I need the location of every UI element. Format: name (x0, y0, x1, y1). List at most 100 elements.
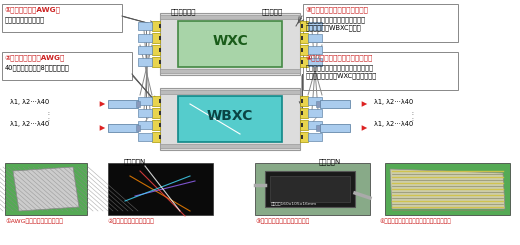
Bar (136, 125, 140, 131)
Bar (152, 21, 160, 31)
Bar (301, 60, 303, 64)
Text: 以外の波長はWBXCへ戻す: 以外の波長はWBXCへ戻す (306, 24, 361, 31)
Bar (301, 111, 303, 115)
Bar (320, 100, 350, 108)
Text: λ1, λ2⋯λ40: λ1, λ2⋯λ40 (374, 99, 413, 105)
Bar (2, 4, 122, 32)
Text: 処理する波長群はWXCへ振り分ける: 処理する波長群はWXCへ振り分ける (306, 72, 377, 79)
Bar (160, 13, 300, 75)
Bar (108, 163, 213, 215)
Bar (159, 60, 161, 64)
Text: 40波長の多重光を8波５群に分離: 40波長の多重光を8波５群に分離 (5, 64, 70, 71)
Bar (138, 97, 152, 105)
Bar (255, 163, 370, 215)
Bar (300, 120, 308, 130)
Text: 方路数：N: 方路数：N (124, 158, 146, 165)
Text: ①AWG波長分波器（チップ）: ①AWG波長分波器（チップ） (5, 218, 63, 224)
Bar (138, 22, 152, 30)
Bar (265, 171, 355, 207)
Text: 波長群の多重光を分離: 波長群の多重光を分離 (5, 16, 45, 23)
Bar (159, 48, 161, 52)
Bar (303, 52, 458, 90)
Bar (308, 46, 322, 54)
Bar (108, 124, 138, 132)
Text: :
:: : : (411, 111, 413, 122)
Text: :
:: : : (47, 111, 49, 122)
Bar (152, 33, 160, 43)
Bar (138, 58, 152, 66)
Bar (108, 100, 138, 108)
Text: ③波長クロスコネクトスイッチ: ③波長クロスコネクトスイッチ (255, 218, 309, 224)
Bar (136, 101, 140, 107)
Text: ルーターより: ルーターより (170, 8, 196, 15)
Text: ④波長群クロスコネクトスイッチ（チップ）: ④波長群クロスコネクトスイッチ（チップ） (380, 218, 452, 224)
Bar (308, 58, 322, 66)
Bar (308, 121, 322, 129)
Bar (308, 22, 322, 30)
Bar (301, 99, 303, 103)
Bar (300, 57, 308, 67)
Bar (301, 36, 303, 40)
Bar (300, 108, 308, 118)
Text: ルータへ送る波長を選択し、それ: ルータへ送る波長を選択し、それ (306, 16, 366, 23)
Bar (385, 163, 510, 215)
Bar (308, 34, 322, 42)
Bar (152, 132, 160, 142)
Polygon shape (390, 169, 505, 209)
Bar (160, 88, 300, 150)
Text: WBXC: WBXC (207, 109, 253, 123)
Bar (301, 123, 303, 127)
Bar (138, 34, 152, 42)
Bar (301, 48, 303, 52)
Text: WXC: WXC (212, 34, 248, 48)
Bar (178, 96, 282, 142)
Bar (308, 97, 322, 105)
Bar (300, 33, 308, 43)
Bar (159, 24, 161, 28)
Bar (159, 123, 161, 127)
Text: ルーターへ: ルーターへ (262, 8, 283, 15)
Bar (2, 52, 132, 80)
Bar (159, 36, 161, 40)
Text: サイズ：160x105x16mm: サイズ：160x105x16mm (271, 201, 317, 205)
Bar (316, 125, 320, 131)
Bar (308, 109, 322, 117)
Bar (300, 45, 308, 55)
Bar (138, 109, 152, 117)
Bar (320, 124, 350, 132)
Bar (160, 144, 300, 148)
Bar (138, 133, 152, 141)
Bar (160, 90, 300, 94)
Bar (303, 4, 458, 42)
Bar (300, 96, 308, 106)
Bar (138, 46, 152, 54)
Bar (316, 101, 320, 107)
Bar (308, 133, 322, 141)
Text: ③波長クロスコネクトスイッチ: ③波長クロスコネクトスイッチ (306, 6, 369, 12)
Bar (300, 132, 308, 142)
Text: ①波長分波器（AWG）: ①波長分波器（AWG） (5, 6, 61, 12)
Text: ④波長群クロスコネクトスイッチ: ④波長群クロスコネクトスイッチ (306, 54, 373, 61)
Polygon shape (13, 167, 79, 211)
Text: ②波長群分波器（AWG）: ②波長群分波器（AWG） (5, 54, 66, 61)
Bar (160, 15, 300, 19)
Text: ノードを通過する波長群はスルーし、: ノードを通過する波長群はスルーし、 (306, 64, 374, 71)
Bar (301, 24, 303, 28)
Bar (159, 99, 161, 103)
Bar (152, 96, 160, 106)
Bar (159, 111, 161, 115)
Bar (152, 57, 160, 67)
Bar (138, 121, 152, 129)
Bar (270, 176, 350, 202)
Bar (300, 21, 308, 31)
Bar (301, 135, 303, 139)
Bar (5, 163, 87, 215)
Text: λ1, λ2⋯λ40: λ1, λ2⋯λ40 (10, 121, 49, 127)
Bar (152, 108, 160, 118)
Bar (178, 21, 282, 67)
Bar (159, 135, 161, 139)
Text: λ1, λ2⋯λ40: λ1, λ2⋯λ40 (374, 121, 413, 127)
Bar (160, 69, 300, 73)
Text: λ1, λ2⋯λ40: λ1, λ2⋯λ40 (10, 99, 49, 105)
Text: ②波長群分波器（チップ）: ②波長群分波器（チップ） (108, 218, 155, 224)
